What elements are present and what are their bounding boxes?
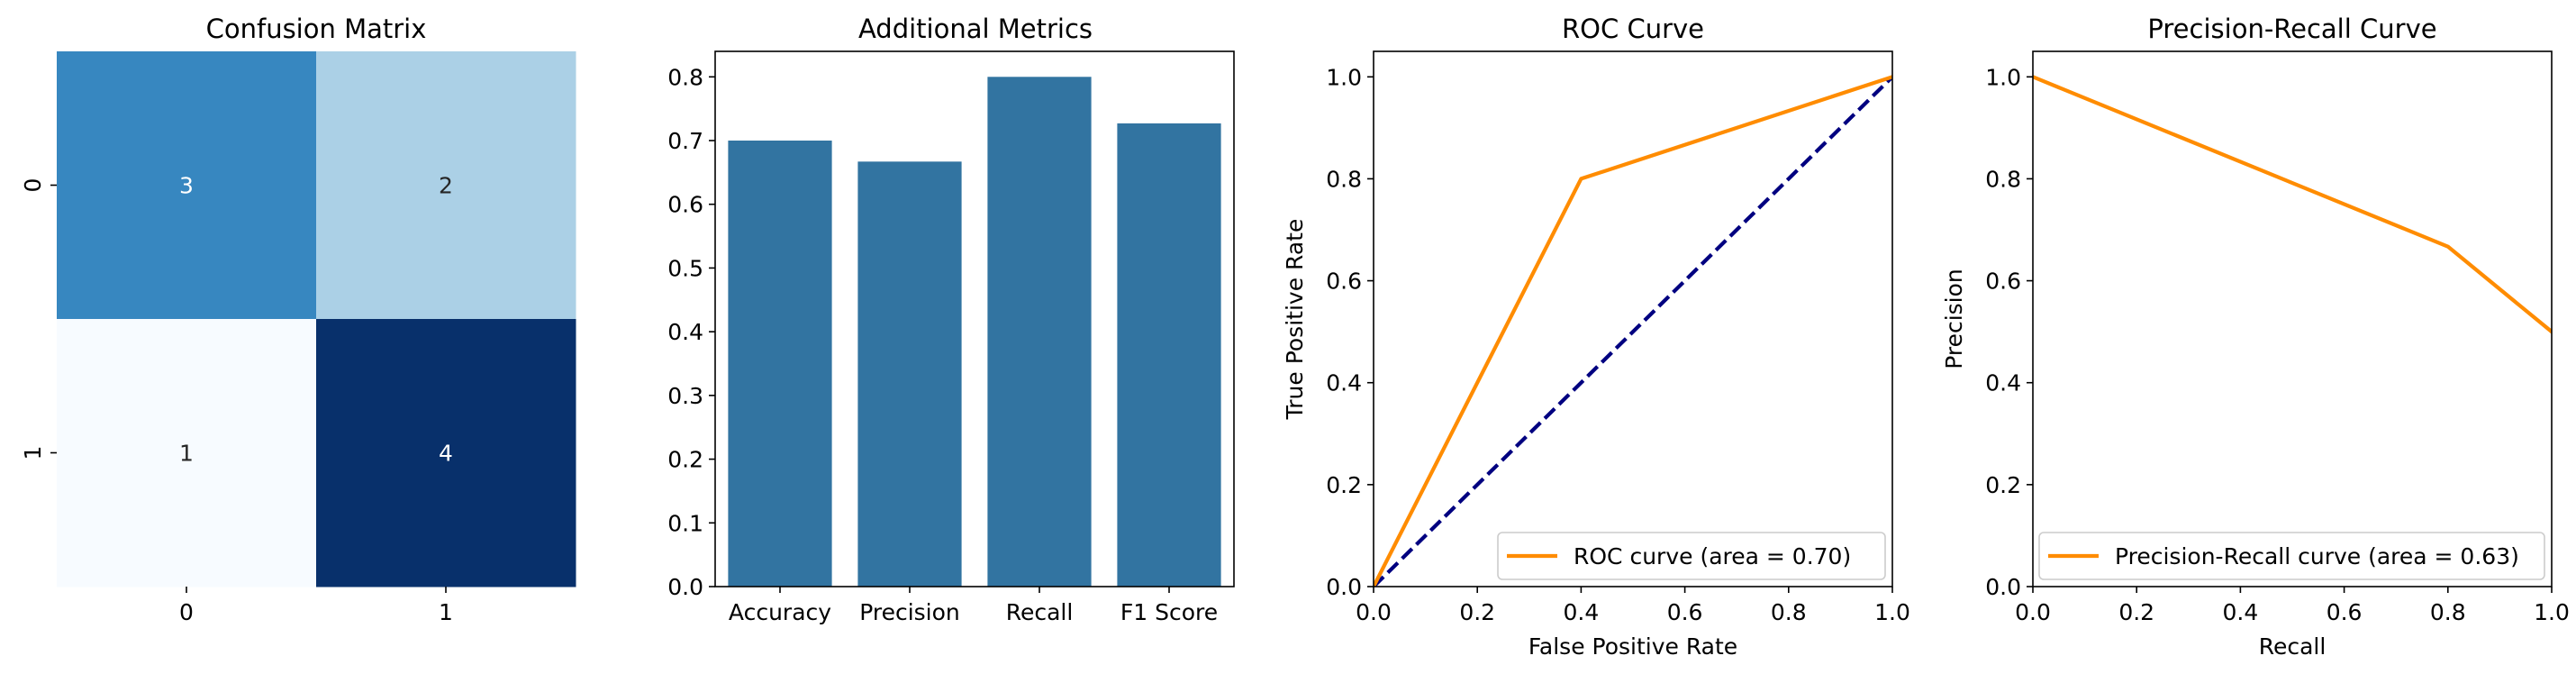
legend-label: Precision-Recall curve (area = 0.63)	[2115, 543, 2519, 569]
x-tick-label: 1	[439, 599, 453, 625]
x-tick-label: 0.2	[1459, 599, 1495, 625]
pr-x-axis-label: Recall	[2259, 633, 2327, 660]
confusion-matrix-cell	[57, 51, 317, 320]
y-tick-label: 0.6	[667, 192, 703, 218]
roc-y-axis-label: True Positive Rate	[1282, 219, 1308, 421]
confusion-matrix-cell-label: 4	[439, 441, 453, 467]
y-tick-label: 0.3	[667, 383, 703, 409]
x-tick-label: 0.4	[2223, 599, 2259, 625]
y-tick-label: 0.6	[1985, 269, 2021, 295]
legend-box	[1497, 532, 1886, 580]
y-tick-label: 0.0	[1985, 574, 2021, 600]
roc-title: ROC Curve	[1562, 14, 1704, 44]
metrics-bars	[728, 77, 1221, 587]
confusion-matrix-cell-label: 1	[179, 441, 194, 467]
x-tick-label: 0	[179, 599, 194, 625]
metrics-panel: Additional Metrics Accuracy Precision Reca…	[667, 14, 1235, 625]
metrics-axes: Accuracy Precision Recall F1 Score 0.0 0.1 0.2…	[667, 50, 1235, 625]
y-tick-label: 0.8	[1985, 166, 2021, 192]
y-tick-label: 0	[20, 178, 46, 193]
x-tick-label: 0.8	[1771, 599, 1807, 625]
x-tick-label: Accuracy	[729, 599, 831, 625]
x-tick-label: 1.0	[2534, 599, 2570, 625]
x-tick-label: 0.4	[1564, 599, 1600, 625]
legend: ROC curve (area = 0.70)	[1497, 532, 1886, 580]
curve-line	[1374, 75, 1892, 587]
confusion-matrix-panel: Confusion Matrix 3 2 1 4 0 1 0 1	[20, 14, 576, 625]
y-tick-label: 0.0	[1326, 574, 1362, 600]
confusion-matrix-cell	[316, 319, 576, 587]
legend-label: ROC curve (area = 0.70)	[1574, 543, 1851, 569]
y-tick-label: 1.0	[1985, 64, 2021, 90]
plot-series	[2033, 75, 2552, 334]
y-tick-label: 0.7	[667, 128, 703, 154]
confusion-matrix-cells: 3 2 1 4	[57, 51, 576, 587]
chance-line	[1374, 75, 1892, 587]
confusion-matrix-cell	[57, 319, 317, 587]
confusion-matrix-cell-label: 3	[179, 173, 194, 199]
plot-series	[1374, 75, 1892, 587]
confusion-matrix-ticks: 0 1 0 1	[20, 178, 453, 625]
pr-y-axis-label: Precision	[1941, 269, 1967, 369]
x-tick-label: 0.0	[1356, 599, 1392, 625]
plot-frame	[2032, 50, 2553, 587]
y-tick-label: 0.2	[1326, 472, 1362, 498]
curve-line	[2033, 75, 2552, 334]
x-tick-label: 0.2	[2118, 599, 2154, 625]
confusion-matrix-title: Confusion Matrix	[206, 14, 427, 44]
x-tick-label: 1.0	[1874, 599, 1910, 625]
y-tick-label: 0.4	[1326, 370, 1362, 396]
roc-panel: ROC Curve 0.0 0.2 0.4 0.6 0.8 1.0 0.0 0.2 0.4 0.6…	[1282, 14, 1910, 660]
y-tick-label: 1.0	[1326, 64, 1362, 90]
x-tick-label: 0.6	[2327, 599, 2363, 625]
y-tick-label: 1	[20, 446, 46, 460]
y-tick-label: 0.4	[667, 319, 703, 345]
metric-bar	[728, 141, 832, 587]
y-tick-label: 0.4	[1985, 370, 2021, 396]
y-tick-label: 0.6	[1326, 269, 1362, 295]
confusion-matrix-cell	[316, 51, 576, 320]
roc-plot: 0.0 0.2 0.4 0.6 0.8 1.0 0.0 0.2 0.4 0.6 0.8 1.0 ROC …	[1326, 50, 1910, 625]
x-tick-label: Precision	[859, 599, 960, 625]
metrics-title: Additional Metrics	[858, 14, 1093, 44]
x-tick-label: 0.0	[2015, 599, 2051, 625]
pr-plot: 0.0 0.2 0.4 0.6 0.8 1.0 0.0 0.2 0.4 0.6 0.8 1.0 Prec…	[1985, 50, 2570, 625]
pr-panel: Precision-Recall Curve 0.0 0.2 0.4 0.6 0.8 1.…	[1941, 14, 2570, 660]
pr-title: Precision-Recall Curve	[2147, 14, 2436, 44]
metric-bar	[1117, 123, 1221, 587]
y-tick-label: 0.8	[667, 64, 703, 90]
x-tick-label: 0.6	[1667, 599, 1703, 625]
y-tick-label: 0.8	[1326, 166, 1362, 192]
x-tick-label: 0.8	[2430, 599, 2466, 625]
legend-box	[2038, 532, 2545, 580]
y-tick-label: 0.5	[667, 255, 703, 281]
confusion-matrix-cell-label: 2	[439, 173, 453, 199]
legend: Precision-Recall curve (area = 0.63)	[2038, 532, 2545, 580]
plot-frame	[1373, 50, 1893, 587]
metric-bar	[857, 161, 962, 587]
y-tick-label: 0.2	[1985, 472, 2021, 498]
metric-bar	[987, 77, 1092, 587]
x-tick-label: F1 Score	[1120, 599, 1218, 625]
plot-frame	[714, 50, 1235, 587]
roc-x-axis-label: False Positive Rate	[1528, 633, 1737, 660]
y-tick-label: 0.2	[667, 447, 703, 473]
y-tick-label: 0.1	[667, 510, 703, 536]
x-tick-label: Recall	[1006, 599, 1074, 625]
y-tick-label: 0.0	[667, 574, 703, 600]
